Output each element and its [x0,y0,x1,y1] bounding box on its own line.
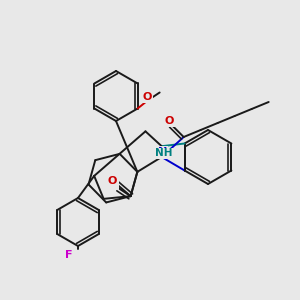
Text: O: O [109,179,118,189]
Text: O: O [165,116,174,126]
Text: O: O [108,176,117,186]
Text: NH: NH [155,148,172,158]
Text: N: N [158,147,167,157]
Text: F: F [65,250,73,260]
Text: O: O [143,92,152,103]
